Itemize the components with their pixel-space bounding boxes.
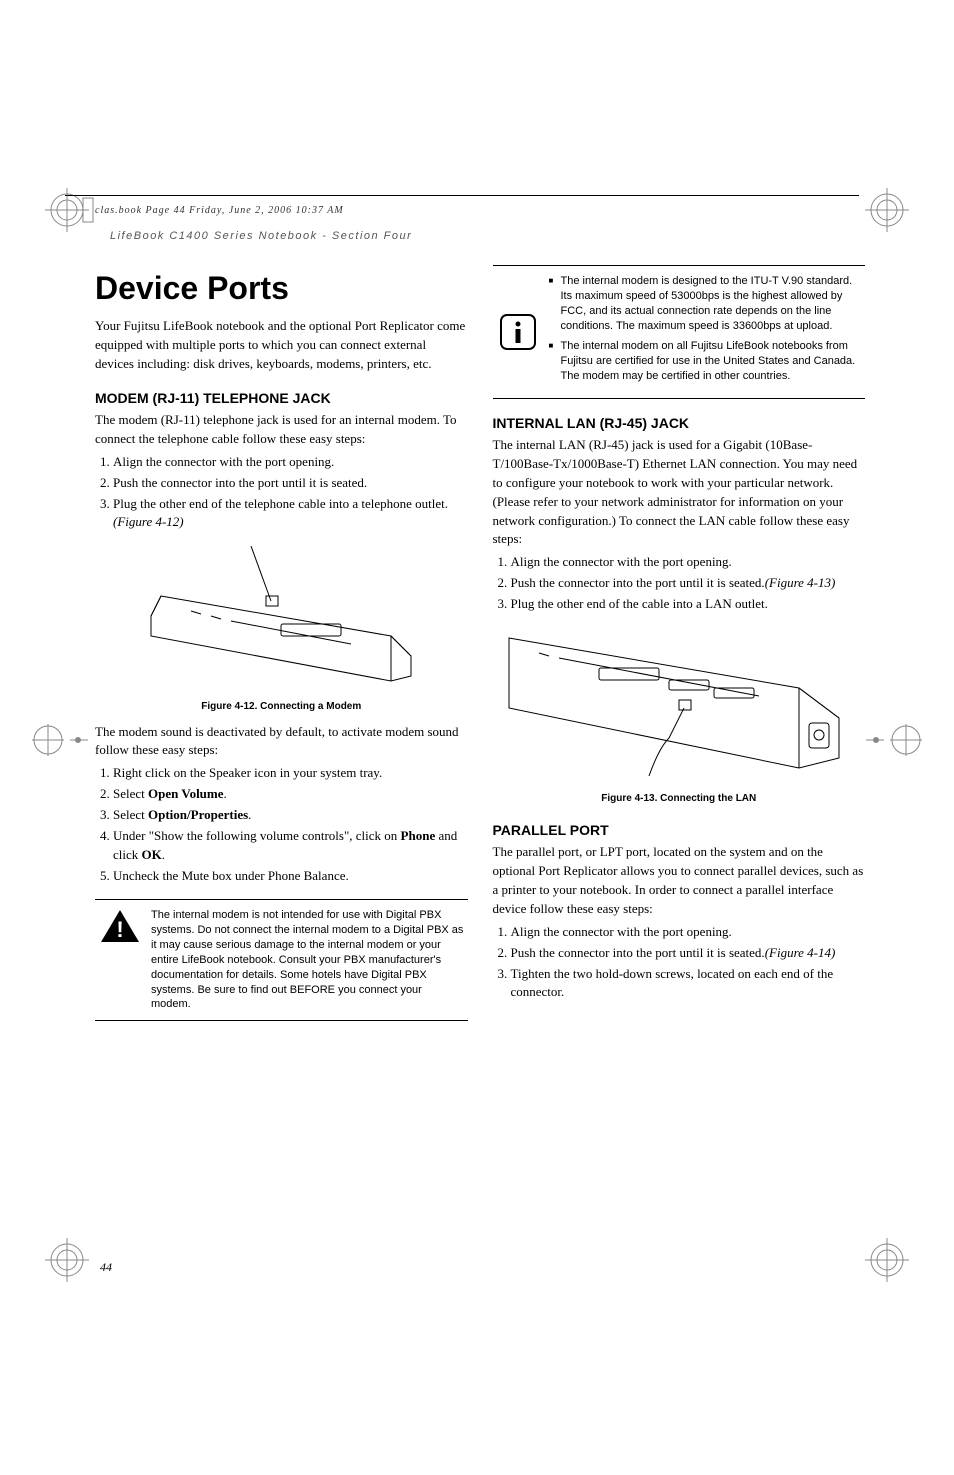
parallel-steps: Align the connector with the port openin…: [511, 923, 866, 1002]
header-rule: [65, 195, 859, 196]
modem-para: The modem (RJ-11) telephone jack is used…: [95, 411, 468, 449]
print-mark-bottom-left: [45, 1232, 95, 1287]
fig-caption-modem: Figure 4-12. Connecting a Modem: [95, 700, 468, 715]
fig-caption-lan: Figure 4-13. Connecting the LAN: [493, 792, 866, 807]
list-item: Push the connector into the port until i…: [511, 944, 866, 963]
list-item: Push the connector into the port until i…: [511, 574, 866, 593]
right-column: The internal modem is designed to the IT…: [493, 265, 866, 1021]
list-item: Under "Show the following volume control…: [113, 827, 468, 865]
list-item: Align the connector with the port openin…: [113, 453, 468, 472]
warning-text: The internal modem is not intended for u…: [151, 908, 464, 1012]
page-number: 44: [100, 1260, 112, 1275]
lan-heading: INTERNAL LAN (RJ-45) JACK: [493, 413, 866, 433]
page-title: Device Ports: [95, 265, 468, 311]
print-mark-top-left: [45, 188, 95, 243]
parallel-heading: PARALLEL PORT: [493, 820, 866, 840]
info-icon: [497, 311, 539, 353]
page-header: clas.book Page 44 Friday, June 2, 2006 1…: [95, 205, 344, 216]
print-mark-mid-right: [864, 720, 924, 765]
svg-text:!: !: [116, 917, 123, 942]
list-item: Plug the other end of the cable into a L…: [511, 595, 866, 614]
modem-steps2: Right click on the Speaker icon in your …: [113, 764, 468, 885]
info-callout: The internal modem is designed to the IT…: [493, 265, 866, 399]
list-item: Align the connector with the port openin…: [511, 553, 866, 572]
list-item: Right click on the Speaker icon in your …: [113, 764, 468, 783]
list-item: Plug the other end of the telephone cabl…: [113, 495, 468, 533]
warning-callout: ! The internal modem is not intended for…: [95, 899, 468, 1021]
info-item: The internal modem on all Fujitsu LifeBo…: [549, 339, 862, 384]
modem-heading: MODEM (RJ-11) TELEPHONE JACK: [95, 388, 468, 408]
info-text: The internal modem is designed to the IT…: [549, 274, 862, 390]
list-item: Push the connector into the port until i…: [113, 474, 468, 493]
lan-steps: Align the connector with the port openin…: [511, 553, 866, 614]
parallel-para: The parallel port, or LPT port, located …: [493, 843, 866, 918]
intro-text: Your Fujitsu LifeBook notebook and the o…: [95, 317, 468, 374]
print-mark-top-right: [859, 188, 909, 243]
figure-modem: [95, 546, 468, 692]
left-column: Device Ports Your Fujitsu LifeBook noteb…: [95, 265, 468, 1021]
list-item: Align the connector with the port openin…: [511, 923, 866, 942]
running-header: LifeBook C1400 Series Notebook - Section…: [110, 230, 412, 242]
modem-steps: Align the connector with the port openin…: [113, 453, 468, 532]
figure-lan: [493, 628, 866, 784]
print-mark-bottom-right: [859, 1232, 909, 1287]
modem-para2: The modem sound is deactivated by defaul…: [95, 723, 468, 761]
list-item: Select Option/Properties.: [113, 806, 468, 825]
content-area: Device Ports Your Fujitsu LifeBook noteb…: [95, 265, 865, 1021]
list-item: Tighten the two hold-down screws, locate…: [511, 965, 866, 1003]
list-item: Select Open Volume.: [113, 785, 468, 804]
info-item: The internal modem is designed to the IT…: [549, 274, 862, 333]
print-mark-mid-left: [30, 720, 90, 765]
lan-para: The internal LAN (RJ-45) jack is used fo…: [493, 436, 866, 549]
warning-icon: !: [99, 908, 141, 946]
list-item: Uncheck the Mute box under Phone Balance…: [113, 867, 468, 886]
